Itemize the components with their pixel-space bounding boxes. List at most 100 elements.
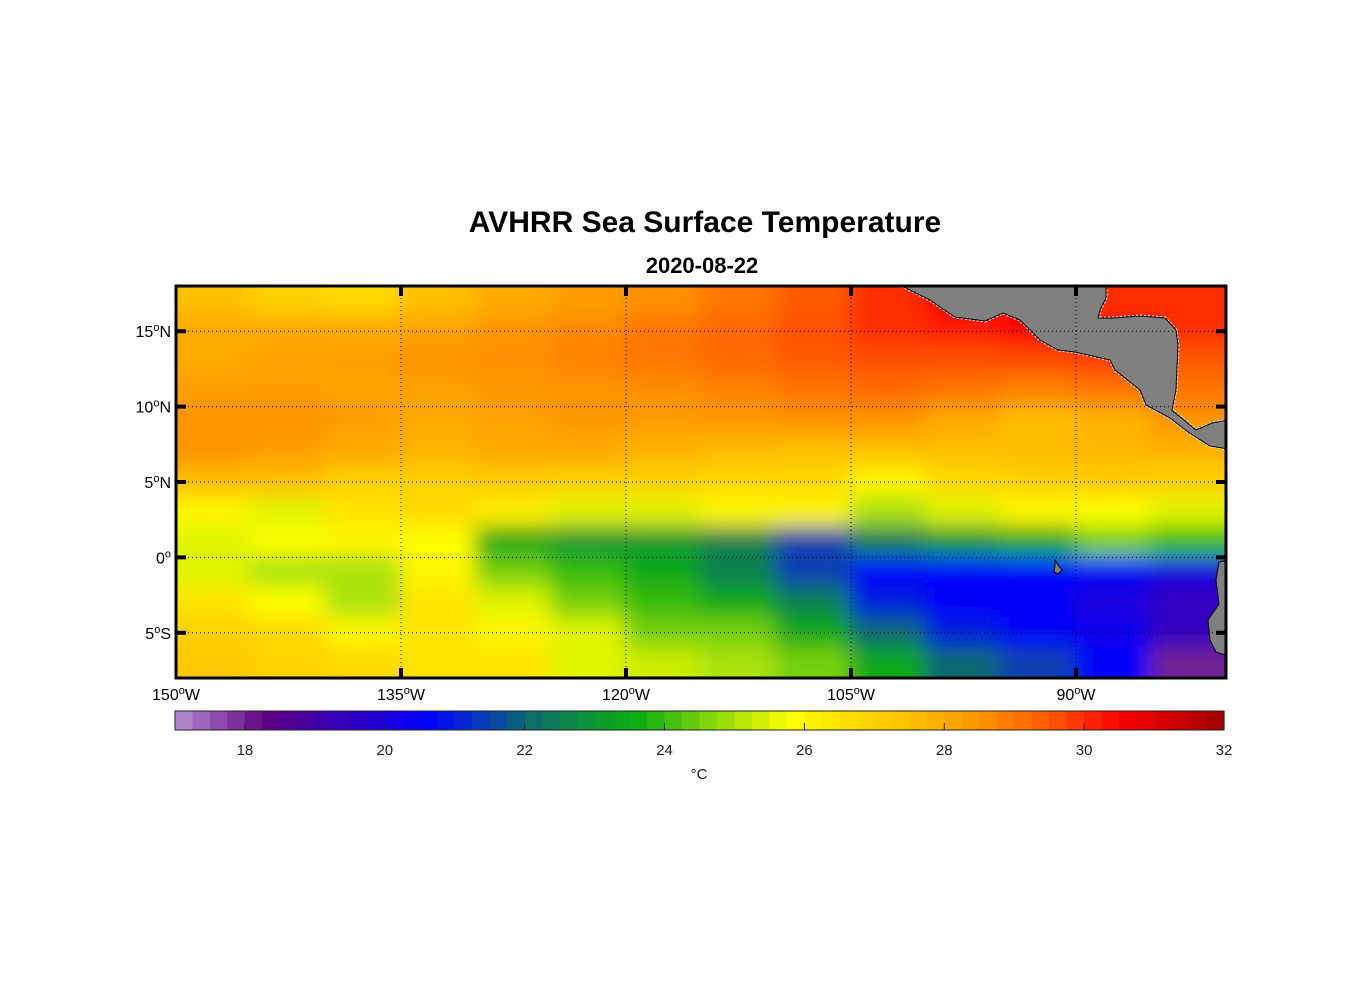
sst-cell xyxy=(400,496,477,529)
sst-cell xyxy=(1075,496,1152,529)
sst-cell xyxy=(550,526,627,559)
colorbar-segment xyxy=(402,711,421,730)
colorbar-segment xyxy=(891,711,910,730)
colorbar-segment xyxy=(384,711,403,730)
sst-cell xyxy=(1150,286,1226,318)
sst-cell xyxy=(700,465,777,499)
colorbar-tick-label: 20 xyxy=(376,742,393,759)
colorbar-segment xyxy=(262,711,281,730)
sst-cell xyxy=(1150,646,1226,678)
sst-cell xyxy=(925,435,1002,468)
colorbar-segment xyxy=(227,711,246,730)
sst-cell xyxy=(325,556,402,589)
sst-cell xyxy=(176,586,252,619)
sst-cell xyxy=(325,435,402,468)
sst-cell xyxy=(625,556,702,589)
colorbar-segment xyxy=(664,711,683,730)
x-tick-label: 105oW xyxy=(827,685,876,704)
colorbar-tick-label: 18 xyxy=(237,742,254,759)
sst-cell xyxy=(475,556,552,589)
colorbar-segment xyxy=(996,711,1015,730)
sst-cell xyxy=(250,586,327,619)
chart-subtitle: 2020-08-22 xyxy=(645,253,759,278)
colorbar-tick-label: 26 xyxy=(796,742,813,759)
colorbar-segment xyxy=(577,711,596,730)
colorbar-segment xyxy=(1084,711,1103,730)
sst-cell xyxy=(176,405,252,438)
y-tick-label: 5oS xyxy=(145,624,171,643)
colorbar-segment xyxy=(367,711,386,730)
colorbar-segment xyxy=(349,711,368,730)
colorbar-segment xyxy=(1171,711,1190,730)
sst-cell xyxy=(550,556,627,589)
sst-cell xyxy=(775,556,852,589)
sst-cell xyxy=(1075,646,1152,678)
colorbar-segment xyxy=(874,711,893,730)
sst-cell xyxy=(925,646,1002,678)
sst-cell xyxy=(1000,616,1077,649)
colorbar-frame xyxy=(174,710,1225,731)
sst-cell xyxy=(176,646,252,678)
y-tick-label: 10oN xyxy=(136,398,171,417)
sst-cell xyxy=(775,616,852,649)
sst-cell xyxy=(850,496,927,529)
sst-cell xyxy=(250,286,327,318)
sst-cell xyxy=(176,526,252,559)
sst-cell xyxy=(550,286,627,318)
colorbar-segment xyxy=(1101,711,1120,730)
sst-cell xyxy=(400,646,477,678)
colorbar-segment xyxy=(507,711,526,730)
colorbar-segment xyxy=(419,711,438,730)
x-tick-label: 135oW xyxy=(377,685,426,704)
colorbar-segment xyxy=(804,711,823,730)
sst-cell xyxy=(475,405,552,438)
sst-cell xyxy=(1000,646,1077,678)
colorbar-segment xyxy=(926,711,945,730)
sst-cell xyxy=(176,496,252,529)
sst-cell xyxy=(925,586,1002,619)
sst-field xyxy=(176,286,1226,678)
sst-cell xyxy=(400,465,477,499)
sst-cell xyxy=(250,435,327,468)
sst-cell xyxy=(475,465,552,499)
sst-cell xyxy=(400,375,477,408)
sst-cell xyxy=(925,616,1002,649)
sst-cell xyxy=(850,405,927,438)
colorbar-segment xyxy=(1206,711,1225,730)
sst-cell xyxy=(925,375,1002,408)
sst-cell xyxy=(1075,526,1152,559)
sst-cell xyxy=(1150,586,1226,619)
sst-cell xyxy=(250,375,327,408)
colorbar-segment xyxy=(454,711,473,730)
x-tick-label: 90oW xyxy=(1056,685,1096,704)
sst-cell xyxy=(1150,526,1226,559)
sst-cell xyxy=(325,526,402,559)
sst-cell xyxy=(775,646,852,678)
sst-cell xyxy=(775,435,852,468)
sst-cell xyxy=(176,375,252,408)
colorbar-segment xyxy=(489,711,508,730)
sst-cell xyxy=(1000,586,1077,619)
sst-cell xyxy=(475,586,552,619)
sst-cell xyxy=(475,526,552,559)
colorbar xyxy=(174,710,1225,731)
sst-cell xyxy=(775,465,852,499)
sst-cell xyxy=(775,375,852,408)
sst-cell xyxy=(325,345,402,378)
sst-cell xyxy=(625,526,702,559)
sst-cell xyxy=(176,435,252,468)
sst-cell xyxy=(475,315,552,348)
colorbar-segment xyxy=(594,711,613,730)
y-tick-label: 5oN xyxy=(144,473,171,492)
sst-cell xyxy=(250,496,327,529)
sst-cell xyxy=(176,556,252,589)
sst-cell xyxy=(625,286,702,318)
sst-cell xyxy=(625,375,702,408)
sst-cell xyxy=(625,315,702,348)
sst-cell xyxy=(625,616,702,649)
sst-cell xyxy=(550,496,627,529)
sst-cell xyxy=(775,405,852,438)
sst-cell xyxy=(325,465,402,499)
colorbar-segment xyxy=(332,711,351,730)
